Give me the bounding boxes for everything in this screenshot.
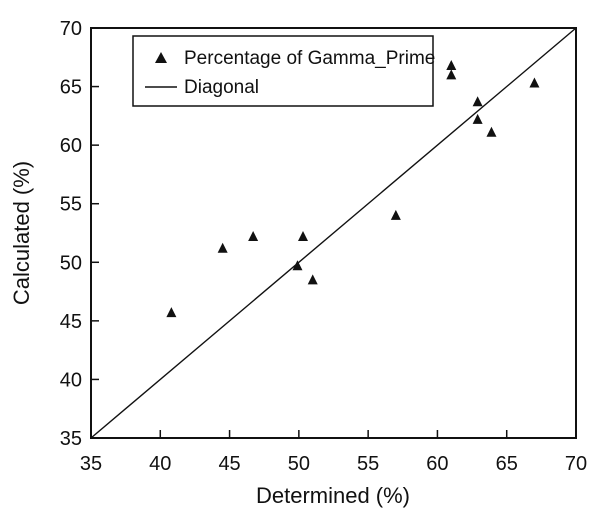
x-tick-label: 70 [565, 453, 587, 475]
y-tick-label: 35 [60, 428, 82, 450]
legend-box [132, 35, 434, 107]
data-point-triangle [307, 274, 318, 285]
data-point-triangle [217, 242, 228, 253]
y-tick-label: 45 [60, 311, 82, 333]
diagonal-line [90, 27, 577, 439]
data-point-triangle [486, 126, 497, 137]
legend-marker-triangle [155, 52, 167, 63]
data-point-triangle [390, 209, 401, 220]
data-point-triangle [472, 96, 483, 107]
x-tick-label: 65 [496, 453, 518, 475]
data-point-triangle [472, 113, 483, 124]
data-point-triangle [529, 77, 540, 88]
series-lines [90, 27, 577, 439]
data-point-triangle [166, 307, 177, 318]
legend: Percentage of Gamma_Prime Diagonal [132, 35, 435, 107]
data-point-triangle [292, 260, 303, 271]
x-axis-title: Determined (%) [256, 483, 410, 508]
y-tick-label: 70 [60, 18, 82, 40]
y-axis-title: Calculated (%) [9, 161, 34, 305]
data-point-triangle [298, 231, 309, 242]
x-tick-label: 50 [288, 453, 310, 475]
y-tick-label: 55 [60, 194, 82, 216]
plot-frame [90, 27, 577, 439]
x-tick-label: 60 [426, 453, 448, 475]
data-point-triangle [446, 59, 457, 70]
y-tick-label: 50 [60, 252, 82, 274]
legend-label-series-2: Diagonal [184, 77, 259, 98]
x-tick-label: 40 [149, 453, 171, 475]
x-tick-label: 55 [357, 453, 379, 475]
y-tick-label: 60 [60, 135, 82, 157]
x-tick-label: 35 [80, 453, 102, 475]
data-point-triangle [248, 231, 259, 242]
legend-label-series-1: Percentage of Gamma_Prime [184, 48, 435, 69]
x-tick-label: 45 [218, 453, 240, 475]
series-points [166, 59, 540, 318]
y-axis-ticks: 35 40 45 50 55 60 65 70 [60, 18, 99, 450]
y-tick-label: 65 [60, 77, 82, 99]
data-point-triangle [446, 69, 457, 80]
y-tick-label: 40 [60, 369, 82, 391]
x-axis-ticks: 35 40 45 50 55 60 65 70 [80, 430, 587, 475]
